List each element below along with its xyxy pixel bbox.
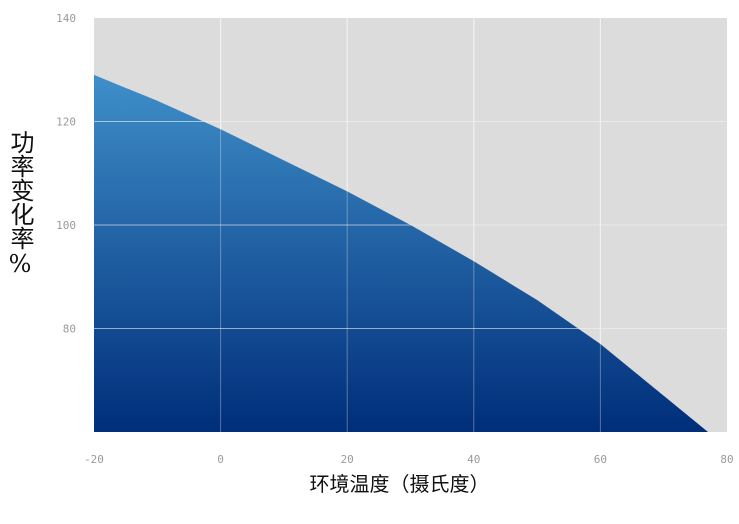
x-tick-label: 80 xyxy=(720,453,733,466)
horizontal-gridlines xyxy=(94,18,727,432)
y-tick-label: 140 xyxy=(56,12,76,25)
x-tick-label: 60 xyxy=(594,453,607,466)
x-tick-label: -20 xyxy=(84,453,104,466)
x-tick-labels: -20 0 20 40 60 80 xyxy=(84,453,734,466)
y-tick-labels: 80 100 120 140 xyxy=(56,12,76,336)
x-tick-label: 40 xyxy=(467,453,480,466)
y-tick-label: 80 xyxy=(63,323,76,336)
x-tick-label: 0 xyxy=(217,453,224,466)
y-tick-label: 120 xyxy=(56,116,76,129)
power-area xyxy=(94,74,709,433)
y-tick-label: 100 xyxy=(56,219,76,232)
x-axis-label: 环境温度（摄氏度） xyxy=(309,472,490,496)
y-axis-label: 功率变化率% xyxy=(6,130,34,278)
x-tick-label: 20 xyxy=(341,453,354,466)
